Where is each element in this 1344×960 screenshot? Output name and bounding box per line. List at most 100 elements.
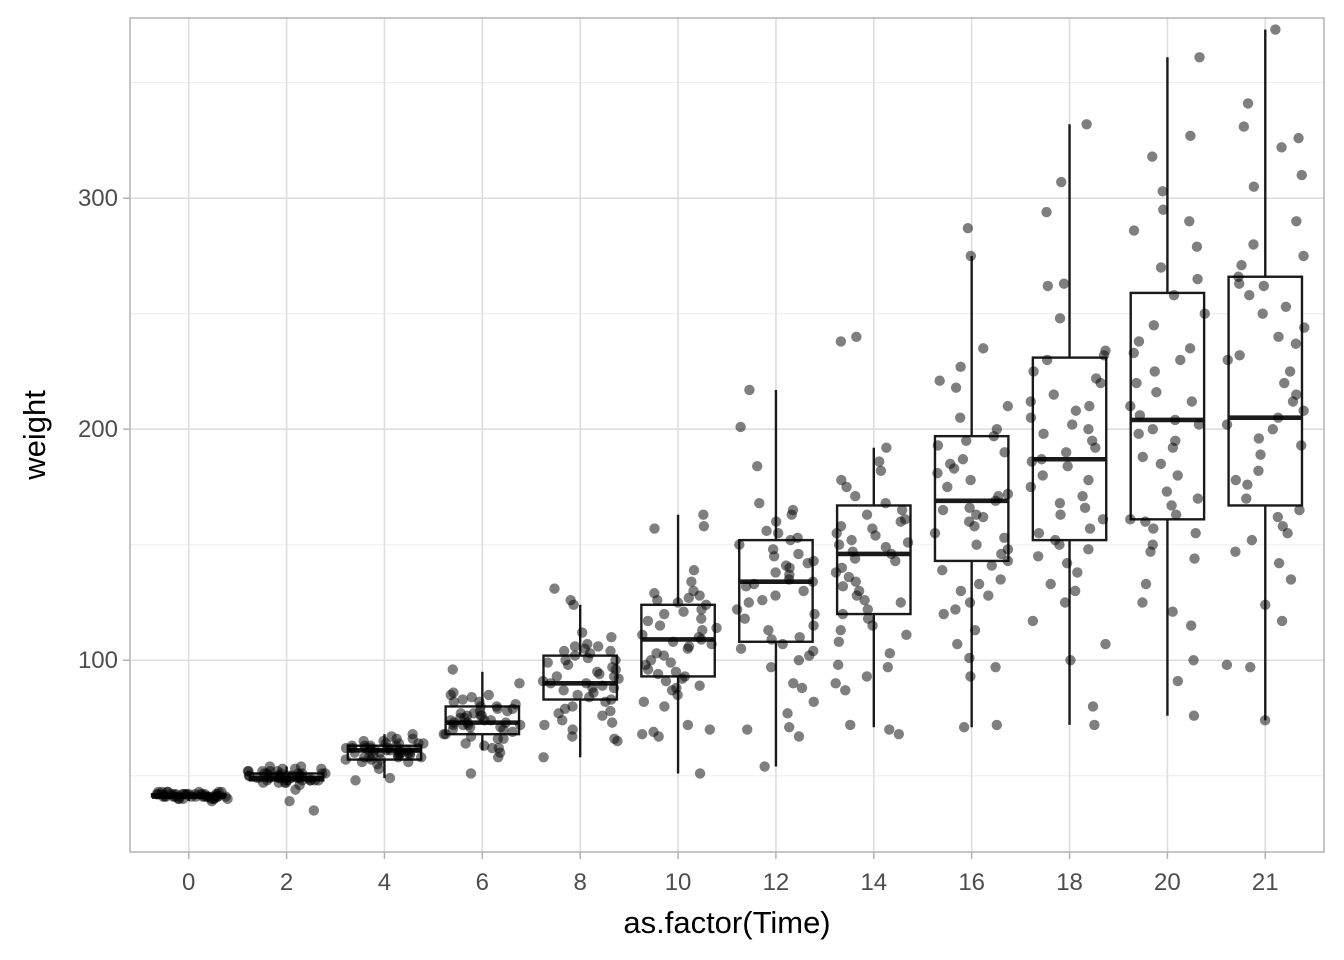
jitter-point bbox=[835, 336, 847, 347]
jitter-point bbox=[507, 726, 518, 738]
jitter-point bbox=[606, 717, 618, 728]
jitter-point bbox=[1060, 447, 1072, 458]
jitter-point bbox=[845, 719, 856, 731]
jitter-point bbox=[569, 641, 581, 652]
jitter-point bbox=[1291, 389, 1302, 400]
jitter-point bbox=[349, 747, 360, 758]
jitter-point bbox=[1258, 280, 1269, 292]
jitter-point bbox=[1155, 262, 1167, 273]
jitter-point bbox=[1036, 454, 1047, 465]
jitter-point bbox=[407, 728, 418, 740]
jitter-point bbox=[798, 585, 809, 597]
jitter-point bbox=[1134, 410, 1146, 421]
jitter-point bbox=[1148, 320, 1160, 331]
jitter-point bbox=[1002, 544, 1014, 555]
jitter-point bbox=[1025, 481, 1037, 493]
jitter-point bbox=[1241, 493, 1252, 504]
jitter-point bbox=[498, 724, 509, 735]
jitter-point bbox=[948, 463, 960, 474]
jitter-point bbox=[309, 775, 321, 786]
jitter-point bbox=[958, 722, 970, 733]
jitter-point bbox=[210, 789, 222, 800]
jitter-point bbox=[1147, 424, 1158, 435]
jitter-point bbox=[1185, 620, 1197, 631]
jitter-point bbox=[835, 521, 847, 532]
jitter-point bbox=[613, 673, 624, 684]
jitter-point bbox=[1133, 336, 1145, 347]
jitter-point bbox=[320, 768, 331, 779]
jitter-point bbox=[999, 532, 1010, 544]
jitter-point bbox=[899, 514, 911, 525]
jitter-point bbox=[294, 772, 306, 784]
jitter-point bbox=[1147, 151, 1158, 162]
jitter-point bbox=[594, 668, 605, 680]
jitter-point bbox=[777, 638, 788, 650]
jitter-point bbox=[995, 574, 1006, 585]
jitter-point bbox=[880, 497, 891, 509]
jitter-point bbox=[151, 789, 162, 800]
jitter-point bbox=[1158, 204, 1169, 215]
jitter-point bbox=[770, 567, 781, 578]
jitter-point bbox=[1279, 377, 1290, 389]
jitter-point bbox=[366, 754, 377, 765]
jitter-point bbox=[1253, 433, 1265, 444]
jitter-point bbox=[1087, 435, 1098, 446]
jitter-point bbox=[969, 625, 981, 636]
jitter-point bbox=[459, 712, 470, 724]
jitter-point bbox=[1246, 534, 1258, 546]
jitter-point bbox=[610, 655, 621, 666]
jitter-point bbox=[369, 745, 380, 756]
jitter-point bbox=[763, 625, 774, 636]
jitter-point bbox=[404, 747, 416, 758]
jitter-point bbox=[1188, 710, 1200, 721]
jitter-point bbox=[787, 504, 799, 516]
jitter-point bbox=[1133, 428, 1144, 440]
jitter-point bbox=[808, 620, 819, 631]
jitter-point bbox=[704, 724, 716, 735]
jitter-point bbox=[793, 655, 805, 666]
jitter-point bbox=[767, 544, 779, 555]
jitter-point bbox=[711, 622, 722, 634]
jitter-point bbox=[1065, 655, 1076, 666]
jitter-point bbox=[1282, 527, 1293, 539]
jitter-point bbox=[794, 631, 805, 643]
jitter-point bbox=[1097, 514, 1109, 525]
jitter-point bbox=[986, 560, 997, 571]
jitter-point bbox=[1151, 387, 1162, 398]
jitter-point bbox=[560, 655, 571, 666]
jitter-point bbox=[881, 442, 892, 453]
jitter-point bbox=[1169, 414, 1181, 426]
jitter-point bbox=[295, 761, 307, 772]
jitter-point bbox=[258, 777, 269, 788]
jitter-point bbox=[558, 645, 570, 657]
jitter-point bbox=[1125, 514, 1136, 525]
jitter-point bbox=[1276, 615, 1288, 627]
jitter-point bbox=[676, 673, 688, 684]
jitter-point bbox=[1221, 659, 1233, 671]
jitter-point bbox=[394, 745, 406, 756]
y-tick-label: 100 bbox=[78, 647, 118, 674]
jitter-point bbox=[502, 705, 513, 717]
jitter-point bbox=[1167, 442, 1179, 453]
jitter-point bbox=[1248, 239, 1259, 250]
jitter-point bbox=[1257, 308, 1268, 319]
jitter-point bbox=[929, 527, 941, 539]
jitter-points-layer bbox=[151, 24, 1310, 816]
jitter-point bbox=[290, 784, 301, 795]
jitter-point bbox=[697, 625, 708, 636]
jitter-point bbox=[808, 555, 819, 567]
jitter-point bbox=[1033, 527, 1045, 539]
jitter-point bbox=[748, 578, 760, 590]
jitter-point bbox=[884, 648, 896, 659]
jitter-point bbox=[1089, 719, 1100, 731]
jitter-point bbox=[770, 590, 781, 601]
jitter-point bbox=[743, 597, 754, 608]
jitter-point bbox=[1299, 322, 1310, 333]
x-tick-label: 20 bbox=[1154, 869, 1181, 896]
jitter-point bbox=[682, 719, 694, 731]
jitter-point bbox=[1041, 206, 1052, 218]
jitter-point bbox=[1242, 479, 1253, 490]
jitter-point bbox=[492, 733, 504, 744]
jitter-point bbox=[957, 454, 969, 465]
jitter-point bbox=[955, 361, 966, 373]
